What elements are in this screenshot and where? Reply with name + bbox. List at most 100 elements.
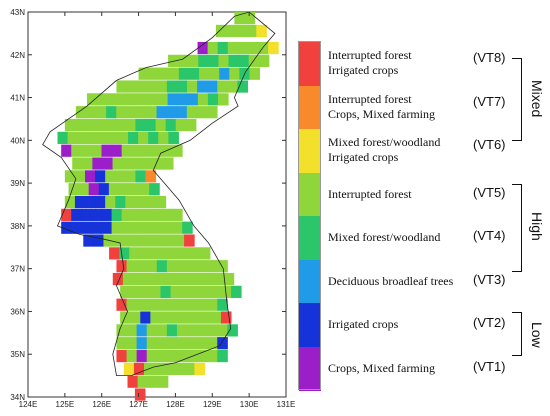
grid-cell: [174, 362, 185, 375]
grid-cell: [176, 337, 188, 350]
grid-cell: [116, 349, 128, 363]
grid-cell: [207, 93, 219, 106]
legend-label: Deciduous broadleaf trees: [328, 273, 454, 288]
grid-cell: [168, 131, 179, 144]
grid-cell: [172, 144, 183, 157]
grid-cell: [190, 285, 202, 298]
grid-cell: [180, 285, 192, 298]
grid-cell: [136, 324, 148, 337]
grid-cell: [197, 349, 208, 363]
grid-cell: [126, 260, 138, 273]
grid-cell: [151, 208, 163, 221]
grid-cell: [145, 170, 157, 183]
grid-cell: [176, 298, 188, 311]
grid-cell: [148, 131, 159, 144]
grid-cell: [135, 170, 146, 183]
grid-cell: [64, 170, 76, 183]
grid-cell: [187, 337, 198, 350]
grid-cell: [207, 260, 218, 273]
grid-cell: [189, 247, 201, 260]
grid-cell: [208, 54, 219, 67]
grid-cell: [151, 221, 163, 234]
grid-cell: [231, 285, 242, 298]
grid-cell: [126, 349, 138, 363]
grid-cell: [217, 337, 228, 350]
grid-cell: [136, 349, 148, 363]
grid-cell: [87, 131, 99, 144]
grid-cell: [119, 247, 130, 260]
grid-cell: [152, 157, 164, 170]
grid-cell: [176, 324, 188, 337]
lon-tick-label: 126E: [92, 400, 111, 409]
grid-cell: [71, 208, 82, 221]
grid-cell: [85, 195, 96, 209]
grid-cell: [194, 362, 205, 375]
grid-cell: [220, 285, 232, 298]
grid-cell: [138, 131, 149, 144]
grid-cell: [258, 54, 270, 67]
grid-cell: [176, 349, 188, 363]
grid-cell: [207, 80, 218, 93]
grid-cell: [85, 170, 96, 183]
group-bracket: [512, 184, 522, 272]
legend-swatch: [299, 259, 321, 304]
grid-cell: [115, 118, 126, 132]
grid-cell: [158, 67, 170, 80]
grid-cell: [136, 260, 148, 273]
grid-cell: [131, 208, 143, 221]
grid-cell: [187, 260, 198, 273]
grid-cell: [187, 298, 198, 311]
grid-cell: [129, 247, 140, 260]
grid-cell: [64, 118, 76, 132]
grid-cell: [237, 80, 248, 93]
grid-cell: [86, 93, 98, 106]
legend-label: Crops, Mixed farming: [328, 360, 435, 375]
grid-cell: [67, 131, 79, 144]
grid-cell: [101, 208, 113, 221]
grid-cell: [158, 131, 169, 144]
grid-cell: [157, 93, 169, 106]
grid-cell: [126, 298, 138, 311]
legend-swatch: [299, 42, 321, 86]
grid-cell: [187, 80, 198, 93]
grid-cell: [187, 324, 198, 337]
legend-label: Irrigated crops: [328, 317, 399, 331]
grid-cell: [227, 324, 238, 337]
grid-cell: [128, 131, 139, 144]
grid-cell: [210, 311, 222, 324]
legend-label: Interrupted forest: [328, 186, 412, 201]
grid-cell: [203, 272, 215, 286]
grid-cell: [184, 362, 195, 375]
grid-cell: [268, 41, 279, 55]
grid-cell: [116, 106, 127, 119]
grid-cell: [105, 170, 116, 183]
grid-cell: [108, 183, 120, 196]
grid-cell: [210, 285, 222, 298]
grid-cell: [95, 118, 106, 132]
grid-cell: [156, 298, 168, 311]
grid-cell: [176, 260, 188, 273]
grid-cell: [226, 24, 237, 38]
grid-cell: [146, 106, 158, 119]
grid-cell: [163, 272, 174, 286]
lon-tick-label: 125E: [56, 400, 75, 409]
grid-cell: [150, 311, 161, 324]
grid-cell: [215, 24, 227, 38]
grid-cell: [213, 272, 225, 286]
legend-swatch-frame: [298, 41, 321, 390]
grid-cell: [126, 80, 138, 93]
grid-cell: [217, 349, 228, 363]
group-bracket: [512, 312, 522, 356]
grid-cell: [161, 221, 173, 234]
legend-label-line2: Irrigated crops: [328, 63, 399, 77]
grid-cell: [74, 118, 86, 132]
grid-cell: [122, 272, 134, 286]
grid-cell: [206, 106, 218, 119]
grid-cell: [193, 272, 204, 286]
vegetation-grid: [57, 12, 279, 401]
grid-cell: [74, 170, 86, 183]
legend-label: Interrupted forest Crops, Mixed farming: [328, 92, 435, 122]
grid-cell: [187, 93, 199, 106]
legend-code: (VT1): [473, 358, 506, 374]
